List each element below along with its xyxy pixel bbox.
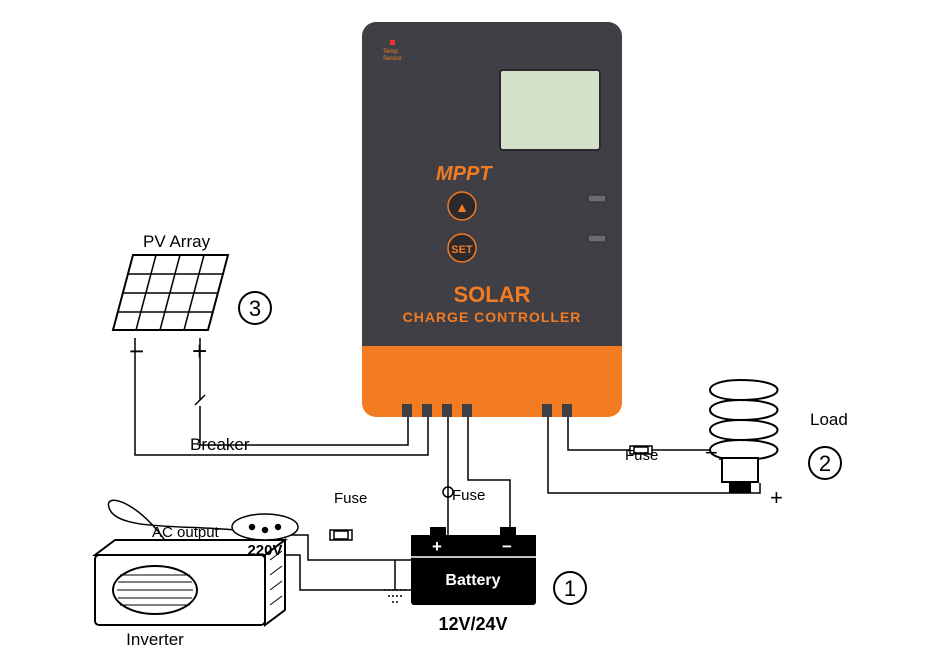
step-two-label: 2 [819, 451, 831, 476]
load-bulb-icon [710, 380, 778, 492]
charge-controller: Temp Sensor MPPT ▲ SET SOLAR CHARGE CONT… [0, 0, 622, 417]
mppt-label: MPPT [436, 163, 493, 185]
wiring-diagram-canvas: Temp Sensor MPPT ▲ SET SOLAR CHARGE CONT… [0, 0, 950, 663]
battery-label: Battery [445, 572, 500, 589]
svg-text:+: + [432, 537, 442, 556]
battery: + − Battery 12V/24V [411, 527, 536, 634]
step-one-label: 1 [564, 576, 576, 601]
pv-minus-label: − [129, 336, 144, 366]
fuse-inverter-label: Fuse [334, 490, 367, 507]
load-minus-label: − [705, 440, 718, 465]
pv-plus-label: + [192, 336, 207, 366]
solar-label-line1: SOLAR [454, 282, 531, 307]
up-arrow-icon: ▲ [455, 199, 469, 215]
svg-text:Temp: Temp [383, 49, 398, 55]
usb-port-icon [588, 195, 606, 202]
set-button-label: SET [451, 244, 473, 256]
load-plus-label: + [770, 485, 783, 510]
fuse-load-label: Fuse [625, 447, 658, 464]
inverter-label: Inverter [126, 630, 184, 649]
pv-array: PV Array − + [113, 232, 228, 366]
solar-label-line2: CHARGE CONTROLLER [403, 309, 582, 325]
usb-port-icon [588, 235, 606, 242]
breaker-label: Breaker [190, 435, 250, 454]
plug-voltage-label: 220V [247, 542, 282, 559]
fuse-battery-label: Fuse [452, 487, 485, 504]
ac-output-label: AC output [152, 524, 220, 541]
svg-text:Sensor: Sensor [383, 56, 402, 62]
svg-text:−: − [502, 537, 512, 556]
battery-voltage-label: 12V/24V [438, 614, 507, 634]
ac-plug-icon [232, 514, 298, 540]
load-label: Load [810, 410, 848, 429]
pv-array-label: PV Array [143, 232, 211, 251]
step-three-label: 3 [249, 296, 261, 321]
